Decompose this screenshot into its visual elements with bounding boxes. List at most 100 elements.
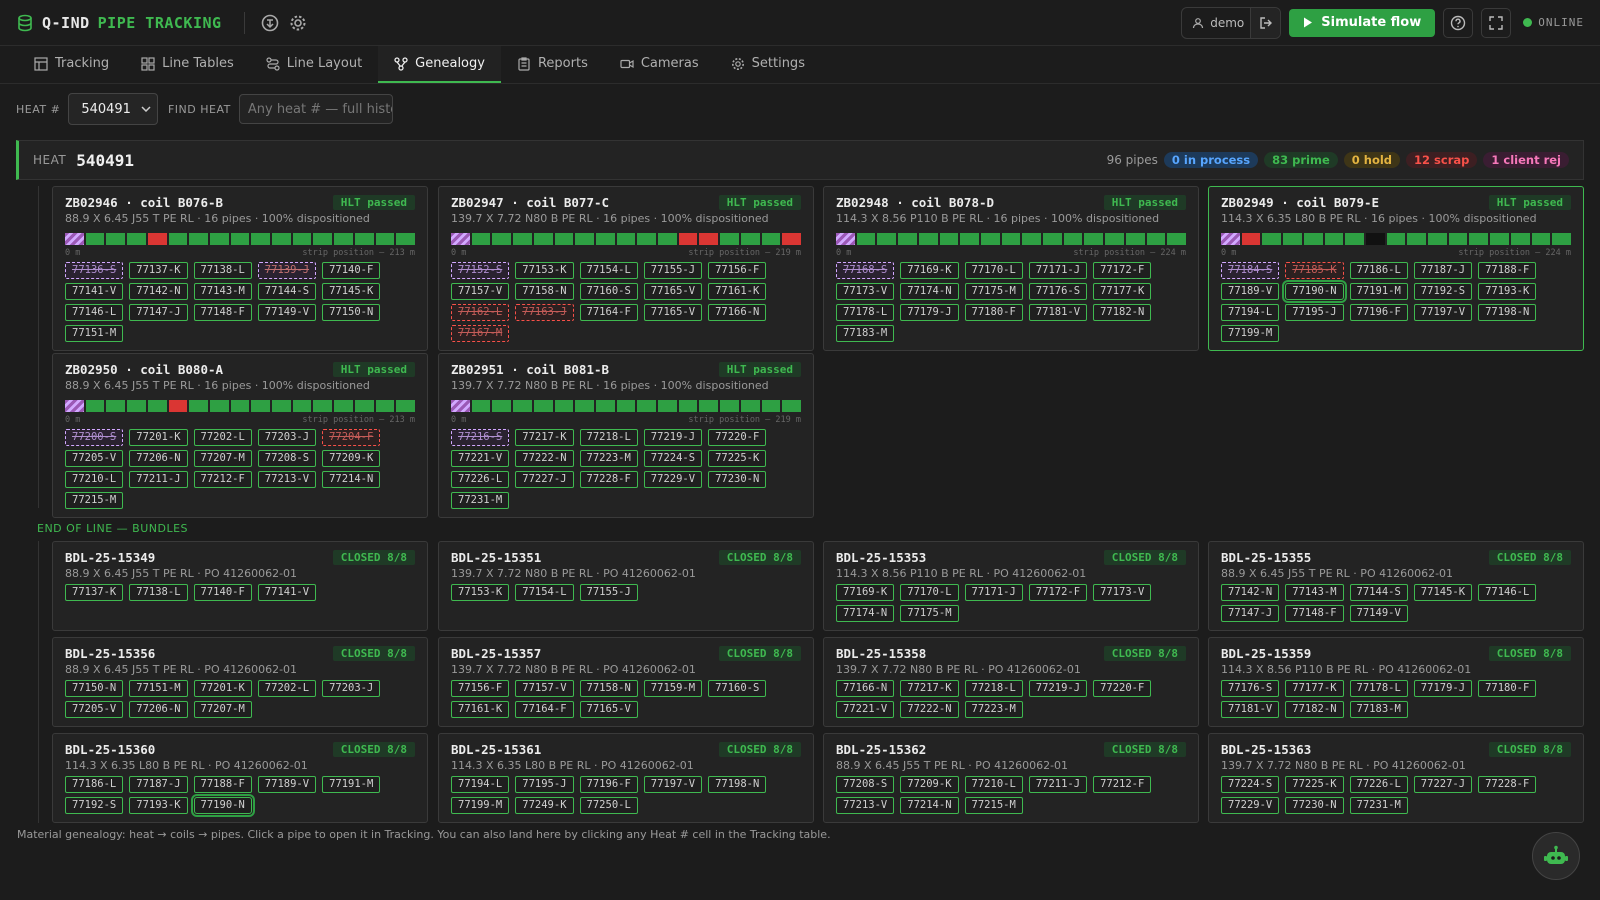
pipe-chip[interactable]: 77229-V [643, 471, 703, 488]
pipe-chip[interactable]: 77218-L [579, 429, 638, 446]
pipe-chip[interactable]: 77212-F [1093, 776, 1152, 793]
pipe-chip[interactable]: 77209-K [322, 450, 381, 467]
bundle-card[interactable]: BDL-25-15357 CLOSED 8/8 139.7 X 7.72 N80 B… [438, 637, 814, 727]
pipe-chip[interactable]: 77226-L [1349, 776, 1408, 793]
pipe-chip[interactable]: 77226-L [451, 471, 510, 488]
strip-segment[interactable] [637, 400, 657, 412]
pipe-chip[interactable]: 77189-V [257, 776, 317, 793]
pipe-chip[interactable]: 77230-N [708, 471, 767, 488]
coil-card[interactable]: ZB02948 · coil B078-D HLT passed 114.3 X 8… [823, 186, 1199, 351]
pipe-chip[interactable]: 77196-F [1349, 304, 1408, 321]
pipe-chip[interactable]: 77198-N [708, 776, 767, 793]
strip-segment[interactable] [720, 233, 739, 245]
pipe-chip[interactable]: 77227-J [1413, 776, 1473, 793]
pipe-chip[interactable]: 77157-V [515, 680, 574, 697]
strip-segment[interactable] [251, 400, 271, 412]
strip-segment[interactable] [85, 400, 105, 412]
pipe-chip[interactable]: 77223-M [579, 450, 638, 467]
pipe-chip[interactable]: 77182-N [1285, 701, 1344, 718]
pipe-chip[interactable]: 77214-N [322, 471, 381, 488]
strip-segment[interactable] [451, 233, 470, 245]
pipe-chip[interactable]: 77220-F [1093, 680, 1152, 697]
pipe-chip[interactable]: 77211-J [129, 471, 188, 488]
pipe-chip[interactable]: 77136-S [65, 262, 124, 279]
pipe-chip[interactable]: 77190-N [190, 794, 255, 817]
bundle-card[interactable]: BDL-25-15360 CLOSED 8/8 114.3 X 6.35 L80 B… [52, 733, 428, 823]
pipe-chip[interactable]: 77215-M [964, 797, 1023, 814]
pipe-chip[interactable]: 77199-M [451, 797, 510, 814]
pipe-chip[interactable]: 77202-L [257, 680, 317, 697]
user-menu[interactable]: demo [1181, 6, 1282, 39]
strip-segment[interactable] [1022, 233, 1042, 245]
pipe-chip[interactable]: 77223-M [964, 701, 1023, 718]
strip-segment[interactable] [1552, 233, 1571, 245]
pipe-chip[interactable]: 77200-S [65, 429, 124, 446]
pipe-chip[interactable]: 77173-V [836, 283, 895, 300]
pipe-chip[interactable]: 77176-S [1221, 680, 1280, 697]
bundle-card[interactable]: BDL-25-15358 CLOSED 8/8 139.7 X 7.72 N80 B… [823, 637, 1199, 727]
tab-genealogy[interactable]: Genealogy [378, 46, 501, 83]
pipe-chip[interactable]: 77215-M [65, 492, 124, 509]
strip-segment[interactable] [1324, 233, 1344, 245]
strip-segment[interactable] [251, 233, 271, 245]
strip-segment[interactable] [836, 233, 855, 245]
strip-segment[interactable] [658, 400, 677, 412]
strip-segment[interactable] [782, 233, 801, 245]
pipe-chip[interactable]: 77176-S [1028, 283, 1088, 300]
strip-segment[interactable] [313, 400, 333, 412]
pipe-chip[interactable]: 77189-V [1221, 283, 1280, 300]
tab-settings[interactable]: Settings [715, 46, 821, 83]
pipe-chip[interactable]: 77180-F [964, 304, 1023, 321]
strip-segment[interactable] [1531, 233, 1551, 245]
bundle-card[interactable]: BDL-25-15356 CLOSED 8/8 88.9 X 6.45 J55 T … [52, 637, 428, 727]
tab-reports[interactable]: Reports [501, 46, 604, 83]
pipe-chip[interactable]: 77155-J [579, 584, 638, 601]
pipe-chip[interactable]: 77225-K [1285, 776, 1344, 793]
pipe-chip[interactable]: 77175-M [964, 283, 1023, 300]
pipe-chip[interactable]: 77227-J [515, 471, 574, 488]
pipe-chip[interactable]: 77137-K [65, 584, 124, 601]
pipe-chip[interactable]: 77177-K [1285, 680, 1344, 697]
pipe-chip[interactable]: 77139-J [257, 262, 317, 279]
pipe-chip[interactable]: 77172-F [1093, 262, 1152, 279]
pipe-chip[interactable]: 77190-N [1282, 280, 1347, 303]
strip-segment[interactable] [1084, 233, 1104, 245]
bundle-card[interactable]: BDL-25-15361 CLOSED 8/8 114.3 X 6.35 L80 B… [438, 733, 814, 823]
pipe-chip[interactable]: 77221-V [451, 450, 510, 467]
strip-segment[interactable] [1386, 233, 1406, 245]
pipe-chip[interactable]: 77192-S [65, 797, 124, 814]
pipe-chip[interactable]: 77231-M [1349, 797, 1408, 814]
brand[interactable]: Q-IND PIPE TRACKING [16, 14, 222, 32]
pipe-chip[interactable]: 77210-L [65, 471, 124, 488]
pipe-chip[interactable]: 77140-F [193, 584, 252, 601]
strip-segment[interactable] [616, 400, 636, 412]
pipe-chip[interactable]: 77228-F [1478, 776, 1537, 793]
pipe-chip[interactable]: 77166-N [708, 304, 767, 321]
pipe-chip[interactable]: 77159-M [643, 680, 703, 697]
pipe-chip[interactable]: 77193-K [129, 797, 188, 814]
pipe-chip[interactable]: 77175-M [900, 605, 959, 622]
pipe-chip[interactable]: 77144-S [1349, 584, 1408, 601]
tab-line-layout[interactable]: Line Layout [250, 46, 378, 83]
strip-segment[interactable] [575, 233, 594, 245]
tab-tracking[interactable]: Tracking [18, 46, 125, 83]
pipe-chip[interactable]: 77250-L [579, 797, 638, 814]
pipe-chip[interactable]: 77207-M [193, 701, 252, 718]
pipe-chip[interactable]: 77198-N [1478, 304, 1537, 321]
pipe-chip[interactable]: 77177-K [1093, 283, 1152, 300]
strip-segment[interactable] [147, 400, 167, 412]
pipe-chip[interactable]: 77142-N [129, 283, 188, 300]
pipe-chip[interactable]: 77148-F [193, 304, 252, 321]
strip-segment[interactable] [334, 400, 353, 412]
strip-segment[interactable] [292, 400, 312, 412]
pipe-chip[interactable]: 77210-L [964, 776, 1023, 793]
pipe-chip[interactable]: 77218-L [964, 680, 1023, 697]
pipe-chip[interactable]: 77141-V [65, 283, 124, 300]
strip-segment[interactable] [856, 233, 876, 245]
pipe-chip[interactable]: 77138-L [193, 262, 252, 279]
strip-segment[interactable] [230, 400, 250, 412]
pipe-chip[interactable]: 77154-L [515, 584, 574, 601]
strip-segment[interactable] [1428, 233, 1447, 245]
pipe-chip[interactable]: 77206-N [129, 701, 188, 718]
pipe-chip[interactable]: 77170-L [900, 584, 959, 601]
